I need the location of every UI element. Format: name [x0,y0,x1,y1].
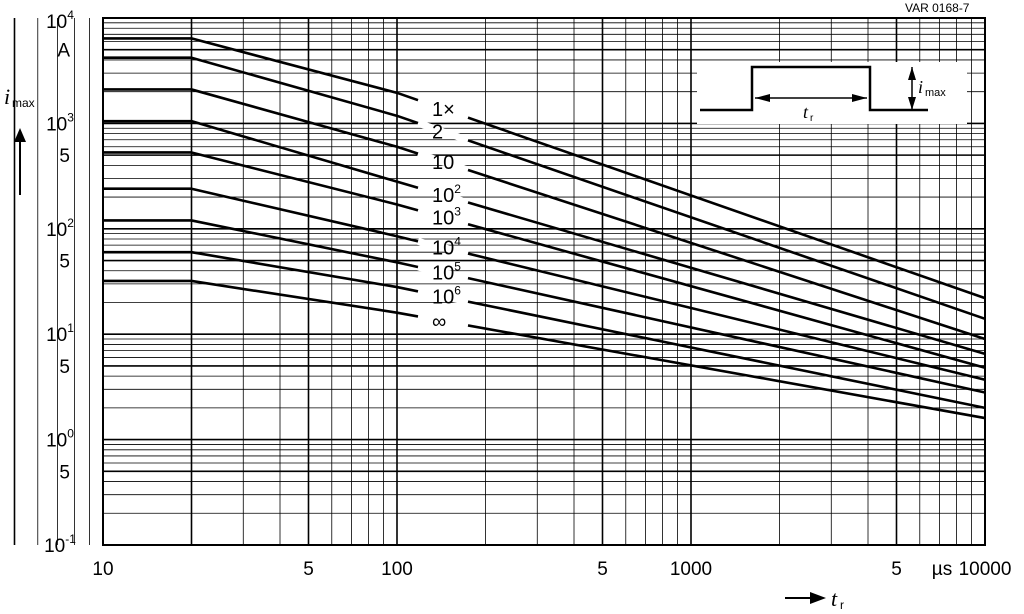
series-line [103,151,986,370]
series-line [103,88,986,341]
x-tick-label: 1000 [670,559,712,580]
x-axis-title: t r [785,586,844,612]
x-axis-subscript: r [840,598,844,612]
series-label: 1× [432,99,455,121]
y-axis-symbol: i [4,84,10,109]
label-gap [417,237,469,257]
x-unit-label: µs [932,559,952,580]
series-line [103,219,986,394]
series-line [103,37,986,300]
y-tick-label: 5 [59,462,70,483]
x-axis-symbol: t [831,586,838,611]
series-group [103,37,986,420]
x-tick-label: 100 [381,559,413,580]
label-gap [417,263,469,282]
label-gap [417,206,469,228]
series-line [103,279,986,420]
series-label: 103 [432,204,461,229]
tr-arrow-right [852,94,867,102]
imax-arrow-up [908,67,916,80]
series-line [103,56,986,321]
inset-t-symbol: t [803,102,809,122]
x-tick-label: 10 [92,559,113,580]
series-label: ∞ [432,311,446,333]
series-line [103,119,986,356]
label-gap [417,184,469,206]
series-label: 2 [432,122,443,144]
series-label: 105 [432,260,461,285]
series-line [103,187,986,381]
label-gap [417,287,469,306]
series-line [103,250,986,410]
imax-arrow-down [908,97,916,110]
x-tick-labels: 10 5 100 5 1000 5 10000 µs [92,559,1011,580]
tr-arrow-left [755,94,770,102]
inset-t-subscript: r [810,113,814,124]
label-gap [416,96,470,121]
inset-i-subscript: max [925,87,946,99]
series-label: 102 [432,182,461,207]
x-tick-label: 5 [891,559,902,580]
label-gap [416,119,470,144]
pulse-inset: t r i max [697,62,967,124]
pulse-waveform [700,65,928,112]
x-axis-arrow-head [810,592,826,604]
x-tick-label: 10000 [959,559,1012,580]
y-axis-title: i max [4,84,35,195]
y-tick-label: A [57,41,70,62]
y-axis-arrow-head [14,128,26,142]
y-tick-label: 5 [59,357,70,378]
figure-code: VAR 0168-7 [905,1,970,15]
label-gap [417,313,469,329]
y-axis-subscript: max [12,96,35,110]
x-tick-label: 5 [303,559,314,580]
inset-i-symbol: i [918,77,923,97]
grid [13,17,986,546]
inset-background [697,62,967,124]
label-gap [416,150,470,174]
x-tick-label: 5 [597,559,608,580]
y-tick-label: 5 [59,146,70,167]
series-label: 10 [432,152,454,174]
y-tick-label: 5 [59,252,70,273]
